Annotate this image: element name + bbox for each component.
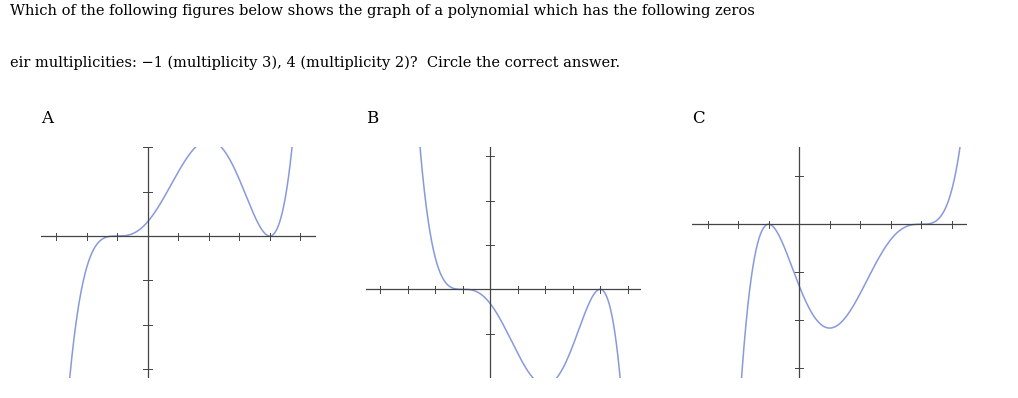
Text: B: B [366,110,379,127]
Text: A: A [41,110,53,127]
Text: C: C [692,110,704,127]
Text: eir multiplicities: −1 (multiplicity 3), 4 (multiplicity 2)?  Circle the correct: eir multiplicities: −1 (multiplicity 3),… [10,56,620,70]
Text: Which of the following figures below shows the graph of a polynomial which has t: Which of the following figures below sho… [10,4,755,18]
